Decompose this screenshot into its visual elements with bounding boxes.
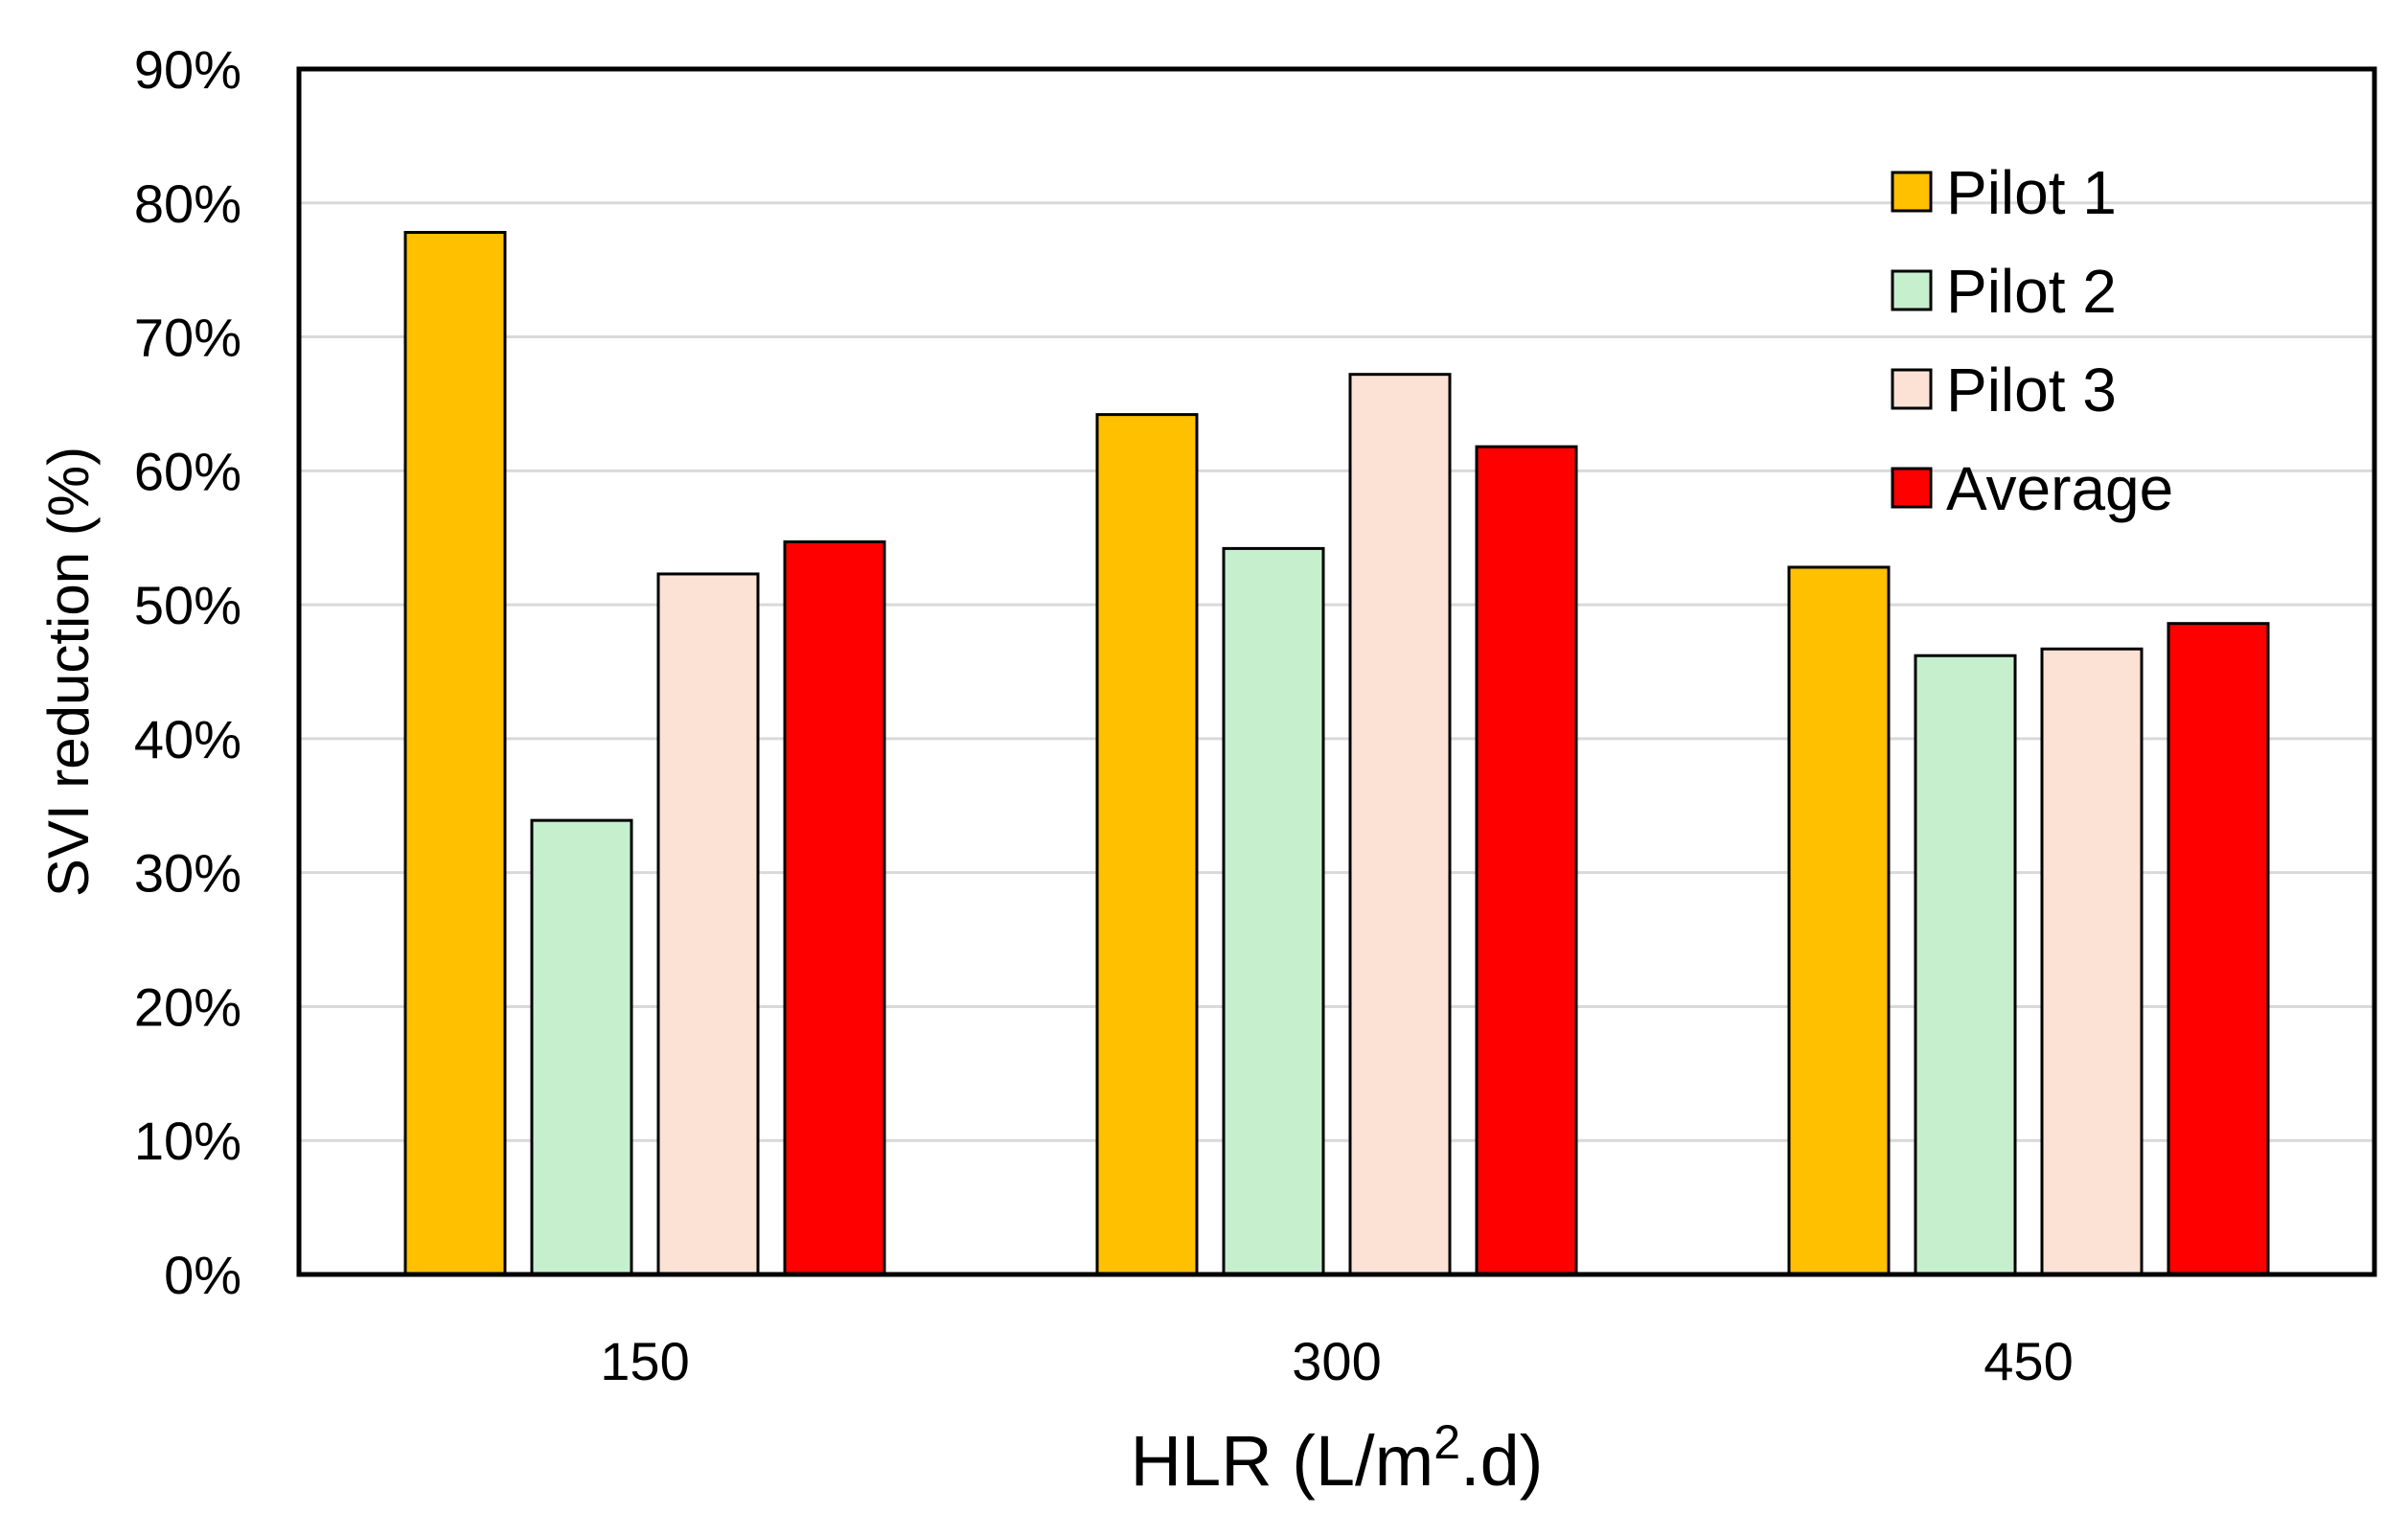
bar-average-150 [783, 539, 886, 1276]
y-tick-label: 10% [134, 1111, 241, 1171]
bars [403, 231, 2270, 1276]
x-tick-label: 150 [600, 1331, 689, 1391]
y-tick-label: 90% [134, 39, 241, 100]
x-tick-label: 300 [1292, 1331, 1381, 1391]
x-axis-title-suffix: .d) [1460, 1421, 1543, 1501]
legend-label: Pilot 1 [1946, 158, 2117, 227]
y-tick-label: 60% [134, 441, 241, 501]
legend-swatch [1891, 467, 1933, 509]
bar-pilot-3-450 [2040, 647, 2144, 1276]
y-axis-title: SVI reduction (%) [36, 447, 101, 897]
bar-average-300 [1475, 445, 1578, 1276]
bar-pilot-1-150 [403, 231, 507, 1276]
y-tick-label: 80% [134, 173, 241, 234]
y-axis-ticks: 0% 10% 20% 30% 40% 50% 60% 70% 80% 90% [134, 39, 241, 1305]
x-axis-title: HLR (L/m2.d) [1131, 1415, 1544, 1501]
x-axis-title-superscript: 2 [1433, 1415, 1460, 1469]
bar-pilot-1-300 [1095, 413, 1199, 1276]
plot-area-frame [296, 66, 2377, 1277]
y-tick-label: 40% [134, 709, 241, 769]
legend-swatch [1891, 368, 1933, 410]
x-tick-label: 450 [1984, 1331, 2073, 1391]
y-tick-label: 30% [134, 843, 241, 904]
y-tick-label: 50% [134, 575, 241, 635]
bar-pilot-2-450 [1914, 654, 2017, 1276]
legend-swatch [1891, 269, 1933, 311]
legend-label: Pilot 3 [1946, 356, 2117, 424]
bar-pilot-2-300 [1222, 546, 1325, 1276]
bar-pilot-3-300 [1348, 373, 1452, 1276]
x-axis-title-main: HLR (L/m [1131, 1421, 1434, 1501]
bar-pilot-3-150 [656, 572, 760, 1276]
legend: Pilot 1 Pilot 2 Pilot 3 Average [1891, 158, 2173, 523]
gridlines [299, 201, 2374, 1142]
bar-pilot-2-150 [530, 818, 633, 1276]
bar-average-450 [2167, 622, 2270, 1276]
y-tick-label: 0% [164, 1245, 241, 1305]
legend-label: Pilot 2 [1946, 257, 2117, 326]
bar-pilot-1-450 [1787, 565, 1891, 1276]
legend-label: Average [1946, 454, 2173, 523]
y-tick-label: 70% [134, 308, 241, 368]
legend-swatch [1891, 171, 1933, 213]
x-axis-ticks: 150 300 450 [600, 1331, 2073, 1391]
y-tick-label: 20% [134, 976, 241, 1037]
